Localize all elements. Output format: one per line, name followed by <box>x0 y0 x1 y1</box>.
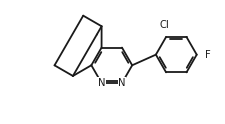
Text: Cl: Cl <box>159 20 169 30</box>
Text: F: F <box>204 50 210 60</box>
Text: N: N <box>118 78 125 88</box>
Text: N: N <box>97 78 105 88</box>
